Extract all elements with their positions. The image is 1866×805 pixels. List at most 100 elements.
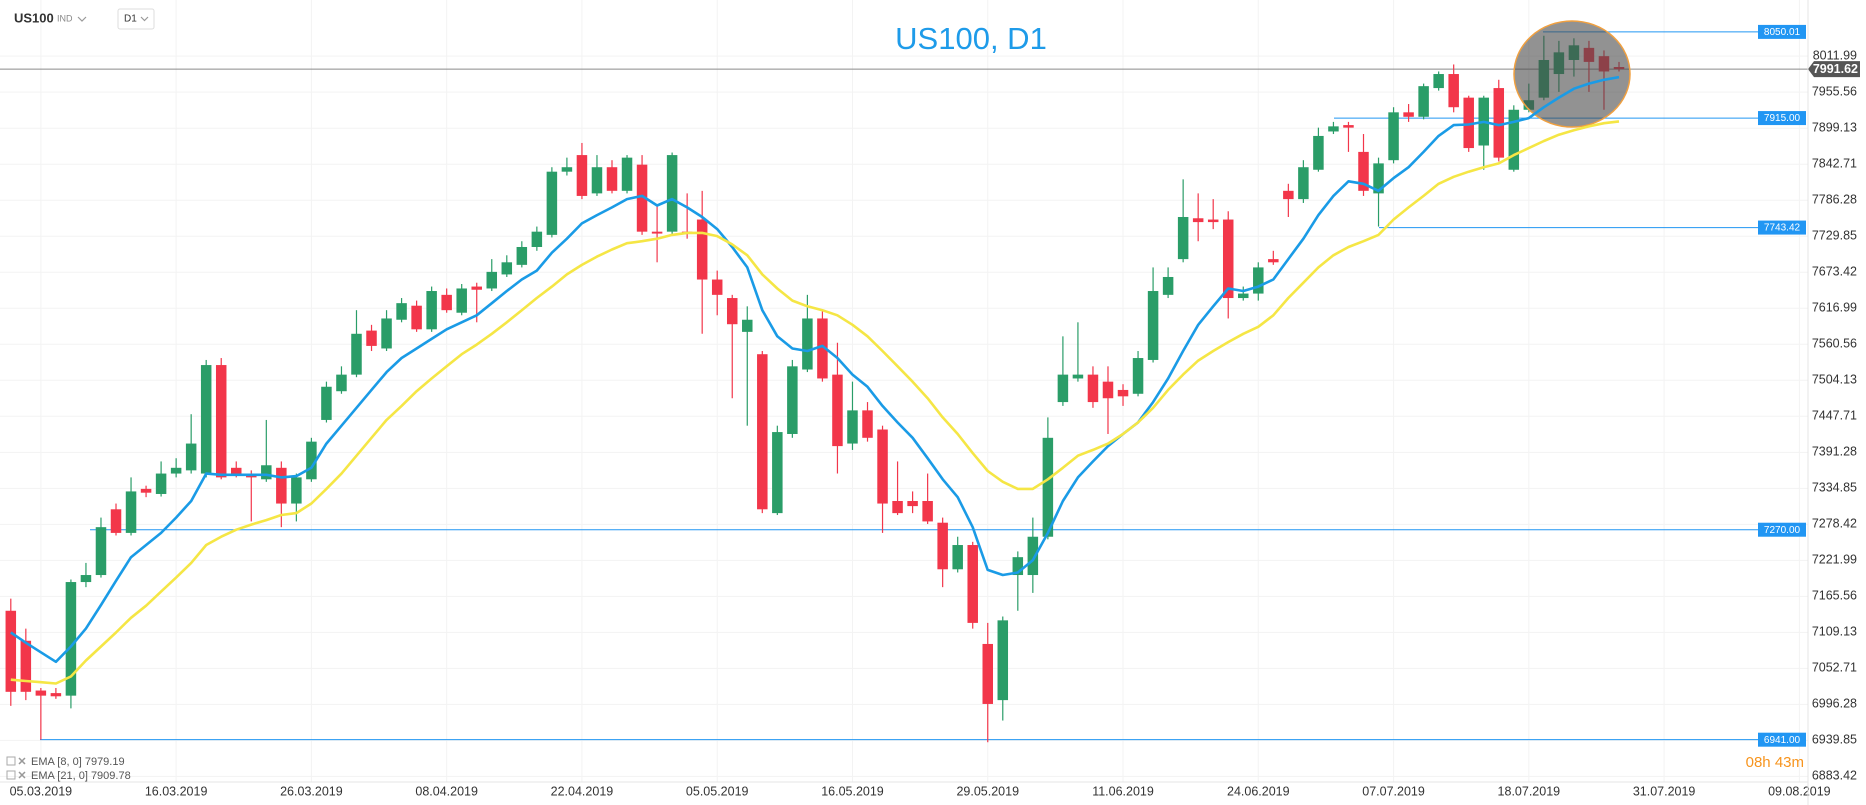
candle-body [1132,358,1144,394]
candle-body [50,693,62,697]
candle-body [1388,112,1399,161]
candle-body [1253,267,1264,294]
legend-icon[interactable] [6,756,16,766]
candle-body [140,488,152,493]
timeframe-box[interactable] [117,8,155,30]
timer: 08h 43m [1746,754,1804,771]
legend-params: [21, 0] [57,770,88,782]
candle-body [155,473,167,494]
current-price-label: 7991.62 [1813,62,1858,76]
candle-body [185,443,197,471]
x-tick-label: 29.05.2019 [956,784,1019,798]
ema-line [10,75,1620,664]
x-tick-label: 26.03.2019 [280,784,343,798]
candle-body [1042,437,1054,537]
candle-body [306,441,317,480]
candle-body [892,500,903,514]
candle-body [80,575,92,583]
legend-entry: EMA [8, 0] 7979.19 [31,756,125,768]
candle-body [65,582,77,696]
candle-body [501,262,513,275]
candle-body [291,477,302,504]
timeframe: D1 [124,14,137,25]
chart-title: US100, D1 [895,21,1047,56]
candle-body [1358,151,1369,191]
candle-body [561,167,573,172]
candle-body [1313,135,1324,170]
candle-body [1373,163,1384,194]
candle-body [215,365,227,478]
y-tick-label: 7955.56 [1812,84,1857,98]
legend-close[interactable] [18,757,26,765]
grid-layer [0,0,1808,782]
ema-line [10,120,1620,685]
candle-body [1027,536,1039,576]
price-level-box [1758,220,1806,235]
candle-body [20,640,32,692]
y-tick-label: 8011.99 [1813,48,1857,62]
candle-body [396,303,407,320]
candle-body [726,298,738,325]
candle-body [1147,291,1159,360]
y-tick-label: 7616.99 [1812,301,1857,315]
candle-body [742,319,753,332]
legend-params: [8, 0] [57,756,81,768]
candle-body [1057,374,1069,403]
price-level-label: 7915.00 [1764,113,1801,124]
y-tick-label: 7278.42 [1812,517,1857,531]
candle-body [651,231,663,234]
legend-value: 7979.19 [85,756,125,768]
candle-body [576,155,588,196]
candle-body [787,366,798,434]
candle-body [1238,293,1249,299]
candle-body [817,318,828,379]
candle-body [1117,389,1129,397]
market-dropdown[interactable] [77,16,87,22]
label-layer: 8011.99 7955.56 7899.13 7842.71 7786.28 7729.… [10,24,1860,798]
candle-body [1162,276,1174,295]
candle-body [1087,374,1099,403]
price-level-label: 7743.42 [1764,223,1801,234]
y-tick-label: 7786.28 [1812,193,1857,207]
highlight-ellipse [1513,20,1631,128]
level-layer [0,31,1808,741]
candle-body [1072,374,1084,379]
legend-icon[interactable] [6,770,16,780]
candle-body [1448,74,1459,108]
y-tick-label: 7221.99 [1812,553,1857,567]
candle-body [5,610,17,692]
candle-body [877,429,888,504]
candle-body [1222,219,1234,299]
x-tick-label: 22.04.2019 [551,784,614,798]
candle-body [1418,86,1429,117]
candle-body [696,219,708,280]
candle-body [486,271,498,289]
candle-body [982,643,993,704]
candle-body [200,365,212,474]
y-tick-label: 7560.56 [1812,337,1857,351]
candle-body [832,374,843,447]
candle-body [456,288,467,313]
price-level-box [1758,522,1806,537]
candle-body [546,171,558,235]
y-tick-label: 7842.71 [1812,157,1857,171]
y-tick-label: 7165.56 [1812,589,1857,603]
candle-body [952,545,963,570]
candle-body [441,294,452,311]
candle-body [862,410,873,438]
candle-body [1343,125,1354,128]
candle-body [937,522,948,570]
symbol[interactable]: US100 [14,10,54,25]
candle-body [1177,216,1189,260]
x-tick-label: 11.06.2019 [1092,784,1154,798]
candle-body [847,410,858,444]
candle-body [1207,219,1219,223]
legend-close[interactable] [18,771,26,779]
y-tick-label: 7729.85 [1812,229,1857,243]
candle-body [606,167,618,191]
candle-body [997,620,1009,701]
candle-body [426,291,437,330]
candle-body [621,157,633,191]
candle-body [125,491,137,533]
